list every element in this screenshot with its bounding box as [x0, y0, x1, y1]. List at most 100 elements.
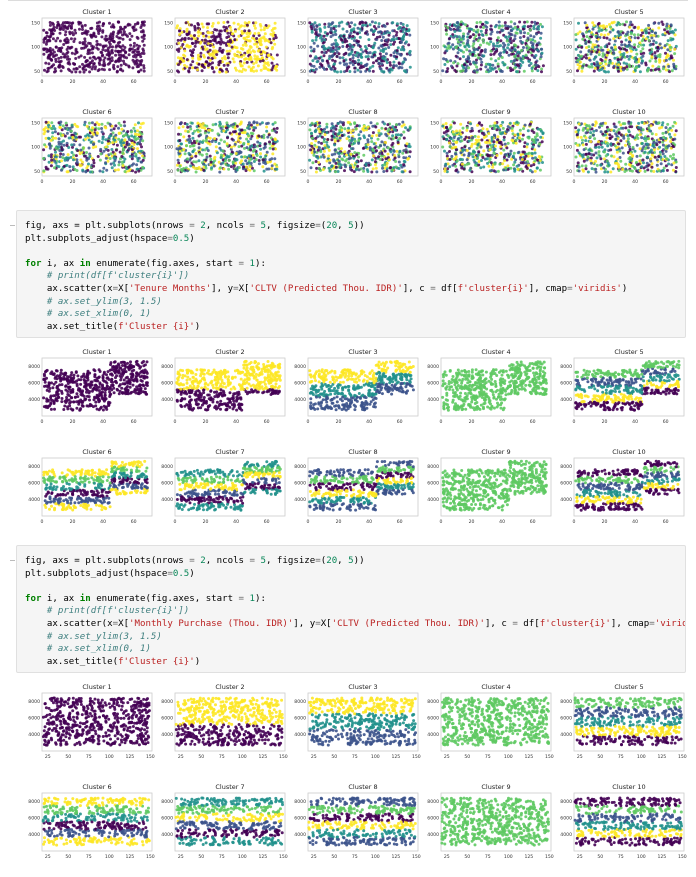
scatter-point: [620, 56, 624, 60]
scatter-point: [362, 134, 366, 138]
scatter-point: [330, 164, 334, 168]
scatter-point: [213, 56, 217, 60]
scatter-point: [42, 157, 46, 160]
scatter-point: [512, 151, 516, 155]
scatter-point: [230, 150, 234, 154]
scatter-point: [597, 29, 601, 33]
scatter-point: [346, 120, 350, 124]
scatter-point: [206, 56, 210, 60]
scatter-point: [607, 42, 611, 46]
scatter-point: [123, 157, 127, 161]
scatter-point: [47, 66, 51, 70]
scatter-point: [126, 130, 130, 134]
scatter-point: [234, 161, 238, 165]
scatter-point: [250, 166, 254, 170]
scatter-point: [257, 48, 261, 52]
scatter-point: [500, 24, 504, 28]
scatter-point: [60, 46, 64, 50]
scatter-point: [203, 38, 207, 42]
scatter-point: [495, 128, 499, 132]
scatter-point: [46, 55, 50, 59]
scatter-point: [518, 132, 522, 136]
scatter-point: [182, 135, 186, 139]
scatter-point: [191, 132, 195, 135]
scatter-point: [243, 21, 247, 25]
scatter-point: [595, 163, 599, 167]
scatter-point: [385, 161, 389, 165]
scatter-point: [141, 165, 145, 169]
scatter-point: [329, 31, 333, 35]
scatter-point: [130, 134, 134, 138]
scatter-point: [338, 155, 341, 159]
scatter-point: [273, 157, 277, 161]
scatter-point: [196, 26, 200, 30]
scatter-point: [357, 124, 361, 128]
scatter-point: [138, 141, 141, 145]
scatter-point: [653, 54, 657, 58]
scatter-point: [610, 21, 614, 25]
y-tick-label: 150: [164, 20, 173, 26]
scatter-point: [513, 55, 517, 58]
scatter-point: [628, 54, 632, 58]
scatter-point: [536, 127, 540, 131]
y-tick-label: 100: [164, 45, 173, 51]
scatter-point: [501, 126, 505, 130]
scatter-point: [451, 43, 455, 47]
scatter-point: [445, 138, 449, 141]
scatter-point: [500, 70, 504, 73]
scatter-point: [230, 145, 233, 149]
scatter-point: [529, 51, 533, 55]
scatter-point: [620, 43, 624, 47]
scatter-point: [52, 50, 56, 54]
scatter-point: [178, 164, 182, 168]
y-tick-label: 150: [31, 20, 40, 26]
scatter-point: [258, 144, 262, 148]
scatter-point: [644, 61, 648, 65]
scatter-point: [109, 128, 113, 132]
scatter-point: [634, 56, 638, 59]
scatter-point: [456, 62, 460, 66]
scatter-point: [256, 140, 260, 144]
scatter-point: [64, 121, 68, 125]
scatter-point: [540, 70, 543, 74]
x-tick-label: 0: [440, 79, 443, 85]
scatter-point: [386, 152, 390, 156]
scatter-point: [366, 55, 370, 58]
scatter-point: [388, 31, 391, 35]
scatter-point: [193, 26, 197, 30]
scatter-point: [622, 52, 626, 56]
scatter-point: [464, 23, 468, 27]
scatter-point: [364, 31, 367, 35]
scatter-point: [633, 43, 637, 47]
scatter-point: [609, 25, 612, 29]
scatter-point: [467, 27, 471, 31]
scatter-point: [508, 121, 512, 125]
scatter-point: [90, 47, 94, 51]
scatter-point: [482, 149, 486, 153]
scatter-point: [269, 41, 273, 45]
scatter-point: [526, 56, 530, 60]
scatter-point: [394, 136, 398, 140]
scatter-point: [486, 62, 490, 66]
scatter-point: [479, 43, 482, 47]
scatter-point: [371, 149, 375, 153]
scatter-point: [595, 50, 599, 54]
y-tick-label: 150: [31, 120, 40, 126]
scatter-point: [204, 48, 208, 52]
scatter-point: [355, 124, 359, 128]
scatter-point: [338, 56, 342, 60]
scatter-point: [270, 166, 274, 170]
scatter-point: [176, 158, 180, 162]
scatter-point: [206, 50, 210, 54]
scatter-point: [127, 147, 131, 151]
scatter-point: [399, 21, 403, 25]
scatter-point: [443, 51, 447, 55]
scatter-point: [308, 62, 312, 66]
scatter-point: [329, 129, 333, 133]
x-tick-label: 0: [440, 179, 443, 185]
scatter-point: [225, 49, 229, 53]
scatter-point: [321, 129, 325, 133]
scatter-point: [593, 66, 597, 70]
scatter-point: [352, 30, 356, 34]
x-tick-label: 0: [41, 79, 44, 85]
